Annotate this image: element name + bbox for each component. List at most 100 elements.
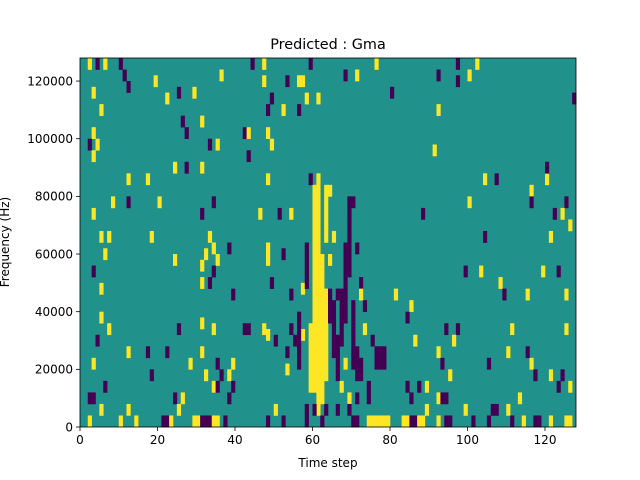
heatmap-cell [211,265,216,278]
heatmap-cell [227,392,232,405]
heatmap-cell [215,138,220,151]
y-tick-label: 20000 [35,363,73,377]
heatmap-cell [246,323,251,336]
heatmap-cell [436,104,441,116]
heatmap-cell [242,127,247,140]
heatmap-cell [529,184,534,197]
heatmap-cell [192,86,197,99]
heatmap-cell [99,230,104,243]
heatmap-cell [262,75,267,88]
heatmap-cell [269,138,275,151]
heatmap-cell [266,415,271,428]
y-axis-label: Frequency (Hz) [0,197,12,288]
heatmap-cell [200,346,205,359]
heatmap-cell [452,334,457,347]
heatmap-cell [165,415,170,428]
heatmap-cell [219,69,224,82]
heatmap-cell [448,369,453,382]
x-axis-label: Time step [297,456,357,470]
heatmap-cell [568,219,573,232]
heatmap-cell [266,242,271,255]
heatmap-cell [300,328,306,341]
heatmap-cell-run [331,300,337,359]
heatmap-cell [188,357,193,370]
heatmap-cell [91,392,96,405]
heatmap-cell-run [370,334,375,347]
heatmap-cell [103,380,108,393]
heatmap-cell [165,346,170,359]
heatmap-cell [347,392,352,405]
heatmap-cell-run [359,357,364,382]
heatmap-cell [436,415,441,428]
heatmap-cell [173,254,178,266]
heatmap-cell [95,138,100,151]
heatmap-cell [200,161,205,174]
x-tick-label: 100 [456,433,479,447]
heatmap-cell-run [359,277,364,289]
heatmap-cell [207,277,213,289]
heatmap-cell [533,415,538,428]
heatmap-cell [297,75,302,88]
heatmap-cell-run [374,346,379,370]
heatmap-cell [444,323,449,336]
heatmap-cell [436,392,441,405]
heatmap-cell-run [328,184,333,197]
heatmap-cell [273,334,278,347]
heatmap-cell [227,369,232,382]
heatmap-cell [219,369,224,382]
heatmap-cell-run [378,415,383,428]
heatmap-cell-run [331,230,337,243]
heatmap-cell [281,415,286,428]
heatmap-cell [440,392,445,405]
heatmap-cell [483,230,488,243]
heatmap-cell [421,207,426,220]
heatmap-cell-run [351,300,356,370]
heatmap-cell [204,415,209,428]
heatmap-cell [211,242,216,255]
heatmap-cell [455,58,461,70]
heatmap-cell [126,196,131,209]
heatmap-cell [525,346,530,359]
heatmap-cell [556,265,561,278]
y-tick-label: 120000 [27,74,73,88]
heatmap-cell-run [378,346,383,370]
heatmap-cell [455,75,461,88]
heatmap-cell [200,207,205,220]
heatmap-cell [304,92,309,105]
heatmap-cell [444,415,449,428]
heatmap-cell [180,392,185,405]
heatmap-cell [417,380,422,393]
heatmap-cell [165,92,170,105]
heatmap-cell [300,282,306,295]
heatmap-cell [145,173,151,186]
heatmap-cell [281,248,286,261]
heatmap-cell [246,150,251,163]
heatmap-cell [273,403,278,416]
heatmap-cell [281,104,286,116]
heatmap-cell [204,369,209,382]
heatmap-cell [347,403,352,416]
heatmap-cell [258,207,263,220]
heatmap-cell [502,288,507,301]
heatmap-cell [293,334,298,347]
heatmap-cell [343,69,348,82]
heatmap-cell [405,311,410,324]
heatmap-cell [498,277,503,289]
heatmap-cell [91,127,96,140]
heatmap-cell [266,104,271,116]
heatmap-cell [107,230,112,243]
heatmap-cell [479,265,484,278]
heatmap-cell [413,415,418,428]
heatmap-cell [91,357,96,370]
x-tick-label: 80 [382,433,397,447]
heatmap-cell [250,58,255,70]
heatmap-cell [545,173,550,186]
heatmap-cell [533,369,538,382]
heatmap-cell-run [374,415,379,428]
heatmap-cell-run [362,300,368,312]
heatmap-cell [351,415,356,428]
heatmap-cell [246,127,251,140]
heatmap-cell [176,323,182,336]
heatmap-cell [149,369,154,382]
heatmap-cell-run [320,254,325,405]
